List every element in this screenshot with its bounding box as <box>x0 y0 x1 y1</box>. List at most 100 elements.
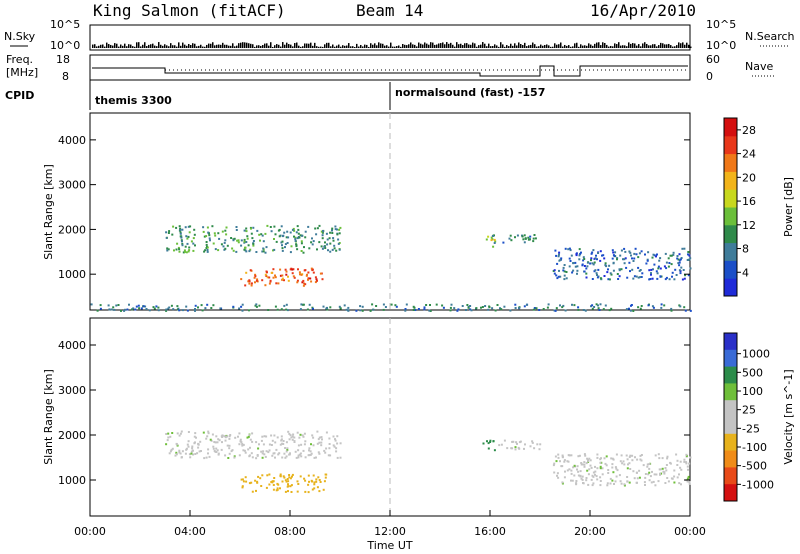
data-cell <box>689 267 692 270</box>
noise-bar <box>298 45 300 48</box>
data-cell <box>184 226 187 229</box>
noise-bar <box>588 43 590 48</box>
data-cell <box>676 476 679 479</box>
noise-bar <box>336 45 338 48</box>
data-cell <box>316 279 318 282</box>
data-cell <box>251 432 254 435</box>
data-cell <box>593 257 596 260</box>
power-colorbar-tick-label: 4 <box>742 266 749 279</box>
data-cell <box>290 484 293 487</box>
noise-bar <box>162 45 164 48</box>
data-cell <box>568 468 571 471</box>
data-cell <box>289 477 292 480</box>
data-cell <box>628 456 631 458</box>
data-cell <box>583 453 586 456</box>
noise-bar <box>112 45 114 48</box>
data-cell <box>203 457 206 460</box>
data-cell <box>648 269 651 272</box>
data-cell <box>265 435 268 438</box>
data-cell <box>644 484 646 486</box>
data-cell <box>656 253 658 256</box>
velocity-colorbar-swatch <box>724 366 737 384</box>
noise-bar <box>108 44 110 48</box>
power-colorbar-swatch <box>724 207 737 226</box>
noise-bar <box>154 45 156 48</box>
data-cell <box>291 438 294 441</box>
data-cell <box>233 456 236 459</box>
data-cell <box>603 257 606 260</box>
data-cell <box>575 480 578 482</box>
noise-bar <box>354 46 356 48</box>
data-cell <box>429 304 431 306</box>
data-cell <box>206 250 209 253</box>
data-cell <box>305 274 308 277</box>
data-cell <box>652 253 655 256</box>
time-axis: 00:00 04:00 08:00 12:00 16:00 20:00 00:00 <box>74 510 706 538</box>
data-cell <box>285 455 288 458</box>
data-cell <box>329 250 332 253</box>
data-cell <box>660 306 663 309</box>
noise-bar <box>296 42 298 48</box>
noise-bar <box>464 43 466 48</box>
data-cell <box>494 240 497 243</box>
data-cell <box>620 482 623 485</box>
data-cell <box>262 247 265 250</box>
noise-bar <box>326 42 328 48</box>
data-cell <box>331 227 334 230</box>
data-cell <box>634 456 636 459</box>
noise-bar <box>280 46 282 48</box>
data-cell <box>190 450 193 453</box>
data-cell <box>586 457 589 460</box>
noise-bar <box>426 43 428 48</box>
data-cell <box>599 277 602 280</box>
data-cell <box>245 250 248 253</box>
data-cell <box>284 456 287 459</box>
data-cell <box>565 277 568 280</box>
noise-bar <box>544 44 546 48</box>
data-cell <box>188 246 191 249</box>
data-cell <box>489 439 492 442</box>
data-cell <box>563 476 566 479</box>
noise-bar <box>252 44 254 48</box>
data-cell <box>246 436 249 439</box>
data-cell <box>585 479 588 482</box>
data-cell <box>250 232 253 235</box>
data-cell <box>623 463 626 466</box>
data-cell <box>404 309 407 312</box>
data-cell <box>241 309 244 312</box>
data-cell <box>315 480 318 483</box>
noise-bar <box>288 44 290 48</box>
data-cell <box>269 226 272 228</box>
y-tick-label: 4000 <box>58 134 86 147</box>
data-cell <box>686 480 689 483</box>
data-cell <box>213 232 216 235</box>
data-cell <box>670 309 673 312</box>
data-cell <box>332 237 335 240</box>
data-cell <box>343 304 346 307</box>
data-cell <box>178 434 181 437</box>
power-colorbar-label: Power [dB] <box>782 177 795 237</box>
noise-bar <box>652 44 654 48</box>
data-cell <box>500 308 503 311</box>
noise-bar <box>414 44 416 48</box>
data-cell <box>554 455 557 458</box>
noise-bar <box>286 42 288 48</box>
data-cell <box>683 460 686 463</box>
data-cell <box>555 274 558 277</box>
data-cell <box>689 257 692 260</box>
data-cell <box>181 244 184 247</box>
power-colorbar-blocks <box>724 118 737 297</box>
noise-bar <box>446 42 448 48</box>
data-cell <box>680 257 683 259</box>
data-cell <box>241 443 244 445</box>
data-cell <box>428 309 431 312</box>
noise-bar <box>646 43 648 48</box>
data-cell <box>277 282 280 285</box>
data-cell <box>502 241 505 244</box>
noise-bar <box>368 46 370 48</box>
power-colorbar-swatch <box>724 260 737 279</box>
data-cell <box>224 454 227 457</box>
data-cell <box>250 481 253 484</box>
